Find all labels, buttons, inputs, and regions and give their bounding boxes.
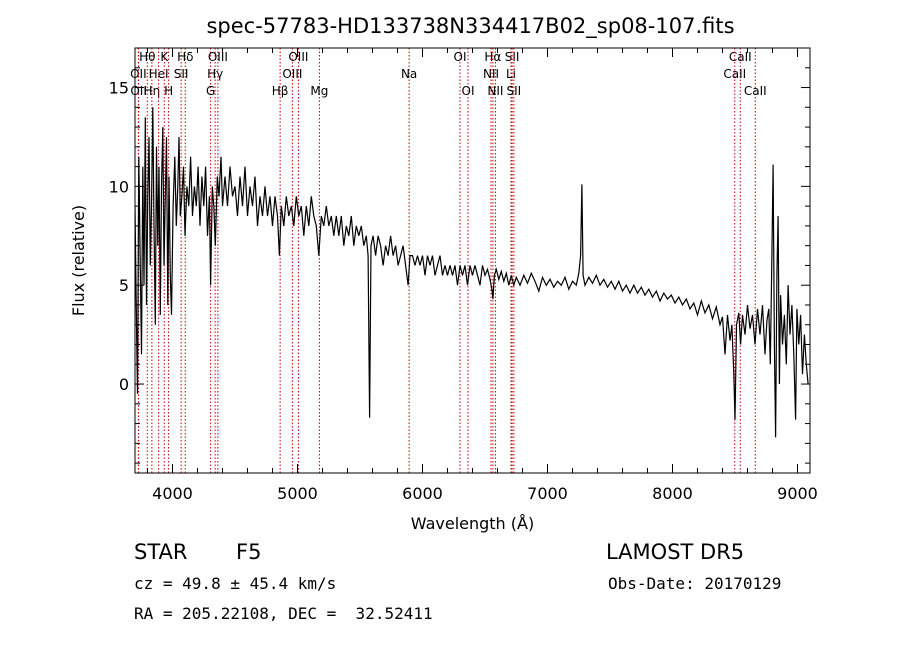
object-subclass: F5	[236, 540, 262, 564]
spectral-line-label: SII	[505, 50, 520, 64]
plot-axes	[134, 47, 811, 474]
spectral-line-label: Hη	[144, 84, 161, 98]
spectral-line-label: G	[206, 84, 215, 98]
y-axis-label: Flux (relative)	[69, 205, 88, 316]
spectral-line-label: K	[160, 50, 169, 64]
x-tick-label: 4000	[152, 484, 193, 503]
x-tick-label: 8000	[652, 484, 693, 503]
spectral-line-label: NII	[483, 67, 499, 81]
spectral-line-label: H	[164, 84, 173, 98]
spectral-line-label: Hθ	[139, 50, 155, 64]
x-tick-label: 9000	[777, 484, 818, 503]
y-tick-label: 5	[119, 276, 129, 295]
spectral-line-label: SII	[507, 84, 522, 98]
spectrum-line	[135, 107, 809, 438]
y-tick-label: 10	[109, 177, 129, 196]
spectral-line-label: Hβ	[272, 84, 289, 98]
x-tick-label: 6000	[402, 484, 443, 503]
y-tick-label: 15	[109, 79, 129, 98]
spectral-line-label: OIII	[288, 50, 308, 64]
spectral-line-label: Hα	[484, 50, 501, 64]
spectral-line-label: Na	[401, 67, 417, 81]
spectral-line-label: SII	[174, 67, 189, 81]
x-tick-label: 7000	[527, 484, 568, 503]
coordinates: RA = 205.22108, DEC = 32.52411	[134, 604, 433, 623]
spectral-line-markers: HθOIIOIIHηHeIKHSIIHδHγGOIIIHβOIIIOIIIMgN…	[130, 48, 767, 473]
spectral-line-label: CaII	[744, 84, 767, 98]
spectral-line-label: CaII	[723, 67, 746, 81]
spectral-line-label: OIII	[208, 50, 228, 64]
object-class: STAR	[134, 540, 188, 564]
x-tick-label: 5000	[277, 484, 318, 503]
spectral-line-label: Mg	[310, 84, 328, 98]
x-axis-label: Wavelength (Å)	[411, 514, 534, 533]
chart-labels: 4000 5000 6000 7000 8000 9000 0 5 10 15 spec-57783…	[69, 14, 818, 533]
spectral-line-label: Li	[506, 67, 516, 81]
redshift-value: cz = 49.8 ± 45.4 km/s	[134, 574, 337, 593]
spectral-line-label: CaII	[729, 50, 752, 64]
spectral-line-label: OIII	[282, 67, 302, 81]
survey-name: LAMOST DR5	[606, 540, 745, 564]
spectral-line-label: OI	[462, 84, 475, 98]
spectral-line-label: OI	[454, 50, 467, 64]
spectrum-trace	[135, 107, 809, 438]
spectral-line-label: HeI	[149, 67, 169, 81]
y-tick-label: 0	[119, 375, 129, 394]
spectral-line-label: Hδ	[177, 50, 193, 64]
spectral-line-label: Hγ	[207, 67, 223, 81]
spectral-line-label: NII	[487, 84, 503, 98]
chart-title: spec-57783-HD133738N334417B02_sp08-107.f…	[206, 14, 734, 39]
plot-frame	[134, 47, 811, 474]
observation-date: Obs-Date: 20170129	[608, 574, 782, 593]
